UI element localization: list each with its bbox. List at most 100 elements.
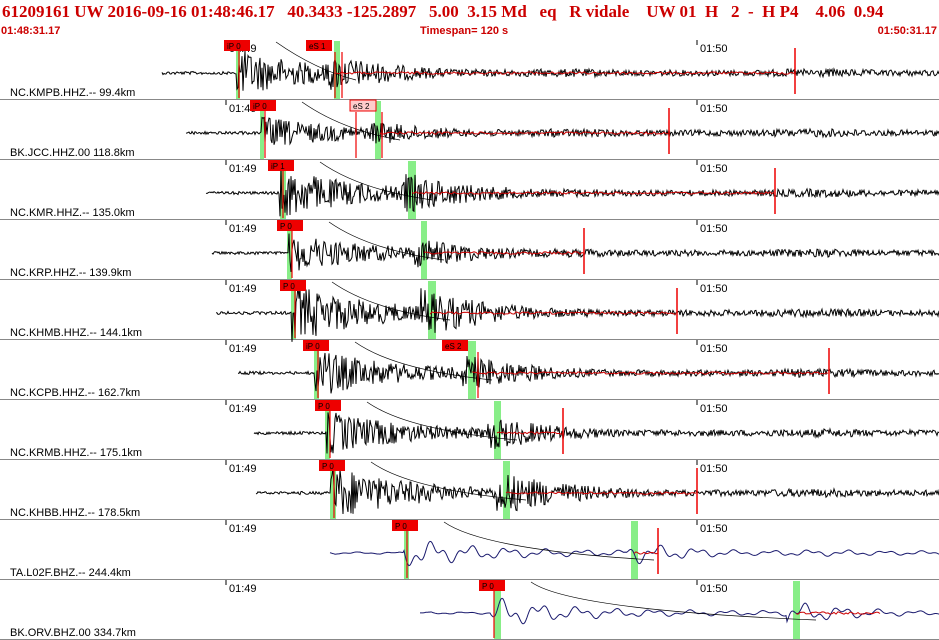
- time-tick-label: 01:49: [229, 283, 257, 295]
- waveform[interactable]: [161, 50, 939, 91]
- time-tick-label: 01:50: [700, 43, 728, 55]
- synthetic-trace: [505, 491, 697, 495]
- trace-row[interactable]: 01:49 01:50 iP 0 eS 2 BK.JCC.HHZ.00 118.8km: [0, 99, 939, 160]
- phase-text: iP 0: [227, 42, 241, 51]
- phase-box[interactable]: [349, 99, 377, 112]
- phase-box[interactable]: [250, 100, 276, 111]
- waveform[interactable]: [255, 468, 939, 515]
- phase-box[interactable]: [315, 400, 341, 411]
- s-pick-band: [631, 521, 638, 579]
- phase-text: P 0: [482, 582, 494, 591]
- timespan-label: Timespan= 120 s: [420, 25, 509, 37]
- phase-box[interactable]: [268, 160, 294, 171]
- p-pick-band: [291, 281, 296, 339]
- time-tick-label: 01:50: [700, 223, 728, 235]
- s-pick-band: [468, 341, 476, 399]
- time-tick-label: 01:50: [700, 283, 728, 295]
- phase-box[interactable]: [392, 520, 418, 531]
- time-tick-label: 01:49: [229, 223, 257, 235]
- phase-box[interactable]: [224, 40, 250, 51]
- time-tick-label: 01:49: [229, 343, 257, 355]
- travel-time-curve: [319, 161, 433, 201]
- trace-row[interactable]: 01:49 01:50 iP 1 NC.KMR.HHZ.-- 135.0km: [0, 160, 939, 220]
- event-header: 61209161 UW 2016-09-16 01:48:46.17 40.34…: [0, 0, 939, 40]
- phase-text: P 0: [318, 402, 330, 411]
- synthetic-trace: [335, 71, 795, 75]
- trace-row[interactable]: 01:49 01:50 P 0 TA.L02F.BHZ.-- 244.4km: [0, 520, 939, 580]
- trace-row[interactable]: 01:49 01:50 P 0 BK.ORV.BHZ.00 334.7km: [0, 580, 939, 640]
- trace-row[interactable]: 01:49 01:50 P 0 NC.KHBB.HHZ.-- 178.5km: [0, 460, 939, 520]
- time-tick-label: 01:49: [229, 403, 257, 415]
- trace-row[interactable]: 01:49 01:50 iP 0 eS 2 NC.KCPB.HHZ.-- 162.7km: [0, 340, 939, 400]
- station-label: NC.KMPB.HHZ.-- 99.4km: [10, 87, 135, 99]
- station-label: NC.KCPB.HHZ.-- 162.7km: [10, 387, 140, 399]
- phase-box[interactable]: [442, 340, 468, 351]
- s-phase-label[interactable]: eS 1: [306, 40, 332, 51]
- phase-text: eS 1: [309, 42, 326, 51]
- time-tick-label: 01:50: [700, 583, 728, 595]
- station-label: TA.L02F.BHZ.-- 244.4km: [10, 567, 131, 579]
- phase-box[interactable]: [280, 280, 306, 291]
- waveform[interactable]: [420, 597, 939, 625]
- station-label: NC.KHMB.HHZ.-- 144.1km: [10, 327, 142, 339]
- s-phase-label[interactable]: eS 2: [442, 340, 468, 351]
- phase-box[interactable]: [306, 40, 332, 51]
- travel-time-curve: [275, 41, 357, 81]
- s-pick-band: [334, 41, 340, 99]
- trace-row[interactable]: 01:49 01:50 P 0 NC.KRP.HHZ.-- 139.9km: [0, 220, 939, 280]
- station-label: NC.KRMB.HHZ.-- 175.1km: [10, 447, 142, 459]
- station-label: BK.ORV.BHZ.00 334.7km: [10, 627, 136, 639]
- seismogram-panel[interactable]: 01:49 01:50 iP 0 eS 1 NC.KMPB.HHZ.-- 99.4km 0…: [0, 40, 939, 640]
- phase-box[interactable]: [319, 460, 345, 471]
- synthetic-trace: [429, 311, 677, 315]
- trace-row[interactable]: 01:49 01:50 P 0 NC.KHMB.HHZ.-- 144.1km: [0, 280, 939, 342]
- time-tick-label: 01:49: [229, 463, 257, 475]
- time-tick-label: 01:50: [700, 463, 728, 475]
- waveform[interactable]: [253, 412, 939, 454]
- phase-text: iP 1: [271, 162, 285, 171]
- waveform[interactable]: [215, 286, 939, 342]
- waveform[interactable]: [185, 116, 939, 146]
- waveform[interactable]: [329, 540, 939, 567]
- p-phase-label[interactable]: iP 0: [303, 340, 329, 351]
- s-pick-band: [503, 461, 510, 519]
- s-pick-band: [494, 401, 501, 459]
- phase-text: iP 0: [253, 102, 267, 111]
- s-pick-band: [421, 221, 427, 279]
- synthetic-trace: [379, 131, 669, 135]
- p-phase-label[interactable]: P 0: [319, 460, 345, 471]
- travel-time-curve: [370, 461, 527, 501]
- start-time: 01:48:31.17: [1, 25, 61, 37]
- p-phase-label[interactable]: P 0: [280, 280, 306, 291]
- waveform[interactable]: [211, 233, 939, 272]
- s-pick-band: [793, 581, 800, 639]
- travel-time-curve: [366, 401, 518, 441]
- station-label: NC.KHBB.HHZ.-- 178.5km: [10, 507, 140, 519]
- s-phase-label[interactable]: eS 2: [349, 99, 377, 112]
- phase-box[interactable]: [277, 220, 303, 231]
- trace-row[interactable]: 01:49 01:50 P 0 NC.KRMB.HHZ.-- 175.1km: [0, 400, 939, 460]
- time-tick-label: 01:50: [700, 403, 728, 415]
- p-phase-label[interactable]: P 0: [479, 580, 505, 591]
- synthetic-trace: [411, 191, 775, 195]
- p-phase-label[interactable]: iP 1: [268, 160, 294, 171]
- phase-text: eS 2: [445, 342, 462, 351]
- synthetic-trace: [471, 371, 829, 375]
- phase-text: P 0: [322, 462, 334, 471]
- p-phase-label[interactable]: P 0: [392, 520, 418, 531]
- time-tick-label: 01:49: [229, 583, 257, 595]
- phase-text: eS 2: [353, 102, 370, 111]
- p-phase-label[interactable]: P 0: [277, 220, 303, 231]
- p-phase-label[interactable]: P 0: [315, 400, 341, 411]
- synthetic-trace: [496, 431, 564, 435]
- phase-box[interactable]: [303, 340, 329, 351]
- phase-box[interactable]: [479, 580, 505, 591]
- waveform[interactable]: [205, 167, 939, 217]
- travel-time-curve: [301, 101, 401, 141]
- time-tick-label: 01:50: [700, 103, 728, 115]
- end-time: 01:50:31.17: [877, 25, 937, 37]
- p-phase-label[interactable]: iP 0: [250, 100, 276, 111]
- p-phase-label[interactable]: iP 0: [224, 40, 250, 51]
- p-pick-band: [260, 101, 264, 159]
